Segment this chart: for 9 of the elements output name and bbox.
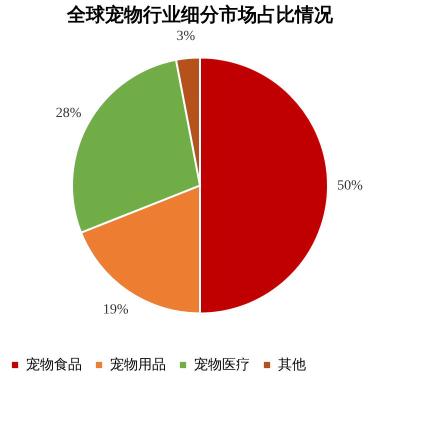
- data-label: 28%: [56, 106, 82, 122]
- legend-label: 宠物食品: [26, 357, 82, 373]
- chart-title: 全球宠物行业细分市场占比情况: [66, 4, 334, 26]
- data-label: 3%: [176, 29, 196, 44]
- data-label: 19%: [102, 302, 129, 318]
- legend-label: 其他: [278, 357, 306, 373]
- legend-label: 宠物用品: [110, 357, 166, 373]
- legend-label: 宠物医疗: [194, 357, 250, 373]
- data-label: 50%: [337, 178, 364, 194]
